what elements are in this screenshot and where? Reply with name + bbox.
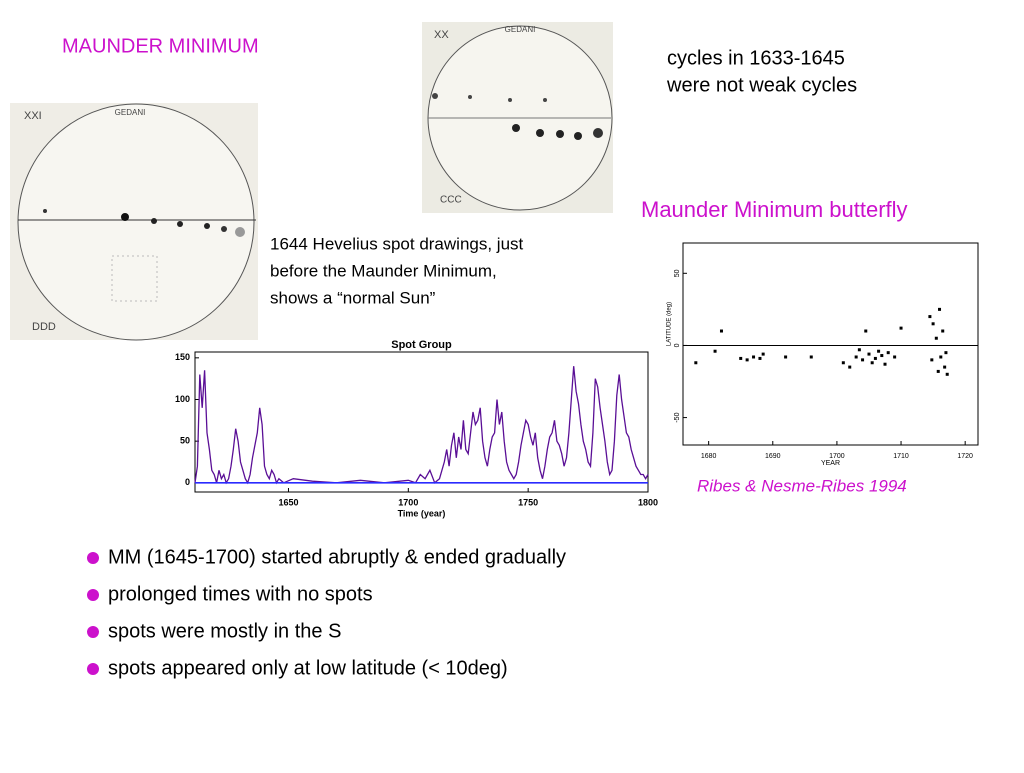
drawing-label: CCC <box>440 195 462 206</box>
series-line <box>194 366 649 485</box>
drawing-label: DDD <box>32 321 56 333</box>
x-tick-label: 1700 <box>829 453 845 460</box>
spot-point <box>899 326 903 330</box>
x-axis-label: Time (year) <box>398 508 446 518</box>
spot-point <box>809 355 813 359</box>
bullet-dot <box>87 552 99 564</box>
y-tick-label: 0 <box>185 477 190 487</box>
drawing-label: GEDANI <box>505 25 536 34</box>
spot-point <box>934 336 938 340</box>
x-tick-label: 1650 <box>278 497 298 507</box>
note-line: cycles in 1633-1645 <box>667 47 845 69</box>
x-tick-label: 1700 <box>398 497 418 507</box>
spot-point <box>893 355 897 359</box>
spot-point <box>841 361 845 365</box>
spot-point <box>857 348 861 352</box>
y-axis-label: LATITUDE (deg) <box>667 302 673 346</box>
spot-point <box>873 356 877 360</box>
bullet-text: spots appeared only at low latitude (< 1… <box>108 657 508 679</box>
drawing-label: XX <box>434 29 449 41</box>
spot-point <box>752 355 756 359</box>
x-tick-label: 1800 <box>638 497 658 507</box>
bullet-dot <box>87 589 99 601</box>
spot-point <box>761 352 765 356</box>
spot-point <box>945 372 949 376</box>
x-tick-label: 1720 <box>957 453 973 460</box>
sun-drawing: XX GEDANI CCC <box>422 22 613 213</box>
spot-point <box>944 351 948 355</box>
credit: Ribes & Nesme-Ribes 1994 <box>697 476 907 495</box>
y-tick-label: 0 <box>674 343 681 347</box>
spot-point <box>880 354 884 358</box>
chart-title: Spot Group <box>391 339 452 351</box>
spot-point <box>886 351 890 355</box>
spot-point <box>861 358 865 362</box>
spot-point <box>928 315 932 319</box>
spot-point <box>939 355 943 359</box>
spot-point <box>930 358 934 362</box>
spot-point <box>784 355 788 359</box>
y-tick-label: 50 <box>180 436 190 446</box>
spot-point <box>694 361 698 365</box>
spot-point <box>941 329 945 333</box>
spot-point <box>739 356 743 360</box>
butterfly-title: Maunder Minimum butterfly <box>641 197 908 222</box>
note-line: were not weak cycles <box>666 74 857 96</box>
title: MAUNDER MINIMUM <box>62 35 259 57</box>
spot-point <box>719 329 723 333</box>
drawing-label: XXI <box>24 110 42 122</box>
spot-point <box>936 369 940 373</box>
x-tick-label: 1680 <box>701 453 717 460</box>
plot-frame <box>194 351 649 493</box>
spot-point <box>745 358 749 362</box>
spot-point <box>870 361 874 365</box>
spot-point <box>713 349 717 353</box>
bullet-text: MM (1645-1700) started abruptly & ended … <box>108 546 566 568</box>
spot-point <box>854 355 858 359</box>
x-tick-label: 1750 <box>518 497 538 507</box>
caption-line: 1644 Hevelius spot drawings, just <box>270 234 524 253</box>
spot-point <box>867 352 871 356</box>
x-axis-label: YEAR <box>821 460 840 467</box>
spot-point <box>877 349 881 353</box>
bullet-dot <box>87 663 99 675</box>
plot-frame <box>682 242 979 446</box>
drawing-label: GEDANI <box>115 108 146 117</box>
spot-point <box>848 365 852 369</box>
bullet-text: prolonged times with no spots <box>108 583 373 605</box>
caption-line: shows a “normal Sun” <box>270 288 436 307</box>
spot-point <box>758 356 762 360</box>
sun-drawing: XXI GEDANI DDD <box>10 103 258 341</box>
y-tick-label: -50 <box>674 412 681 422</box>
bullet-text: spots were mostly in the S <box>108 620 341 642</box>
y-tick-label: 50 <box>674 269 681 277</box>
spot-point <box>864 329 868 333</box>
x-tick-label: 1690 <box>765 453 781 460</box>
caption-line: before the Maunder Minimum, <box>270 261 497 280</box>
y-tick-label: 100 <box>175 394 190 404</box>
y-tick-label: 150 <box>175 352 190 362</box>
spot-point <box>938 307 942 311</box>
spot-point <box>943 365 947 369</box>
spot-point <box>883 362 887 366</box>
spot-point <box>931 322 935 326</box>
bullet-dot <box>87 626 99 638</box>
x-tick-label: 1710 <box>893 453 909 460</box>
